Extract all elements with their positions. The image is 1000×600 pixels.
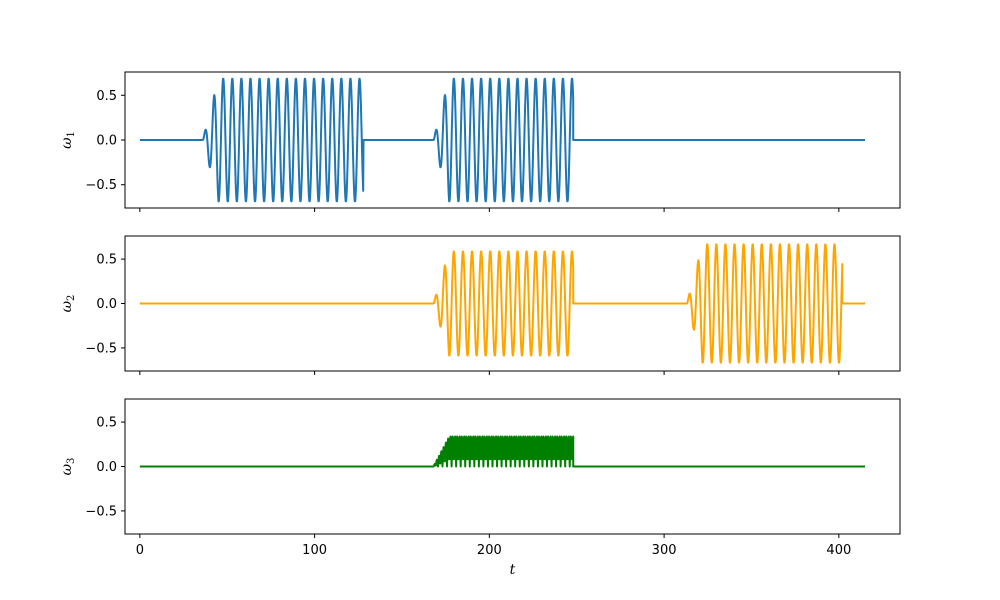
series-line-omega-2 — [139, 243, 866, 364]
subplot-omega-1: 0.5 0.0 −0.5 ω1 — [59, 71, 901, 212]
x-tick-label: 200 — [477, 543, 502, 558]
x-tick-label: 0 — [136, 543, 144, 558]
y-tick-label: 0.5 — [96, 89, 117, 104]
y-tick-label: −0.5 — [85, 341, 117, 356]
x-axis-label: t — [510, 562, 516, 578]
y-axis-label: ω1 — [59, 131, 77, 149]
y-tick-label: 0.0 — [96, 134, 117, 149]
y-axis-label: ω2 — [59, 295, 77, 313]
x-tick-label: 400 — [826, 543, 851, 558]
x-tick-label: 300 — [652, 543, 677, 558]
y-axis-label: ω3 — [59, 458, 77, 476]
y-tick-label: −0.5 — [85, 504, 117, 519]
y-tick-label: 0.5 — [96, 416, 117, 431]
y-tick-label: 0.5 — [96, 253, 117, 268]
series-line-omega-1 — [139, 77, 866, 203]
subplot-omega-3: 0.5 0.0 −0.5 0 100 200 300 400 ω3 t — [59, 398, 901, 578]
series-line-omega-3 — [139, 435, 866, 468]
y-tick-label: 0.0 — [96, 297, 117, 312]
subplot-omega-2: 0.5 0.0 −0.5 ω2 — [59, 235, 901, 375]
y-tick-label: 0.0 — [96, 460, 117, 475]
x-tick-label: 100 — [302, 543, 327, 558]
y-tick-label: −0.5 — [85, 178, 117, 193]
